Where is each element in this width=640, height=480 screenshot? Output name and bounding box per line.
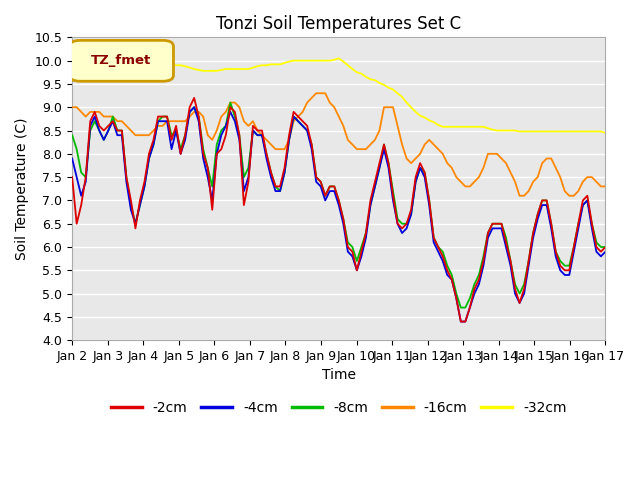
- X-axis label: Time: Time: [322, 369, 356, 383]
- Y-axis label: Soil Temperature (C): Soil Temperature (C): [15, 118, 29, 260]
- FancyBboxPatch shape: [70, 40, 173, 81]
- Legend: -2cm, -4cm, -8cm, -16cm, -32cm: -2cm, -4cm, -8cm, -16cm, -32cm: [106, 396, 572, 421]
- Text: TZ_fmet: TZ_fmet: [91, 54, 151, 68]
- Title: Tonzi Soil Temperatures Set C: Tonzi Soil Temperatures Set C: [216, 15, 461, 33]
